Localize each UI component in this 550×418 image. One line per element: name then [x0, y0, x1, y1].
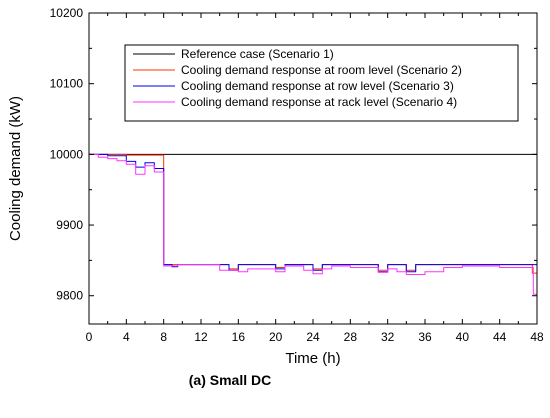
x-tick-label: 24	[306, 330, 320, 344]
axis-layer: 0 4 8 12 16 20 24 28 32 36 40 44 4898009900100001010…	[50, 6, 544, 344]
x-tick-label: 36	[418, 330, 432, 344]
x-tick-label: 4	[123, 330, 130, 344]
legend-box	[124, 44, 519, 122]
x-tick-label: 48	[530, 330, 544, 344]
y-tick-label: 10200	[50, 6, 84, 20]
x-tick-label: 32	[381, 330, 395, 344]
x-axis-title: Time (h)	[285, 350, 340, 367]
y-tick-label: 10100	[50, 77, 84, 91]
y-tick-label: 10000	[50, 147, 84, 161]
series-line-4	[89, 153, 537, 295]
legend-entry: Cooling demand response at row level (Sc…	[181, 79, 454, 93]
x-tick-label: 40	[456, 330, 470, 344]
legend: Reference case (Scenario 1) Cooling deman…	[124, 44, 519, 122]
x-tick-label: 44	[493, 330, 507, 344]
y-tick-label: 9900	[56, 218, 83, 232]
x-tick-label: 16	[232, 330, 246, 344]
x-tick-label: 28	[344, 330, 358, 344]
x-tick-label: 8	[160, 330, 167, 344]
series-layer	[89, 153, 538, 295]
y-tick-label: 9800	[56, 289, 83, 303]
x-tick-label: 0	[86, 330, 93, 344]
legend-entry: Reference case (Scenario 1)	[181, 47, 334, 61]
legend-entry: Cooling demand response at room level (S…	[181, 63, 462, 77]
y-axis-title: Cooling demand (kW)	[7, 96, 24, 241]
x-tick-label: 20	[269, 330, 283, 344]
x-tick-label: 12	[194, 330, 208, 344]
chart-caption: (a) Small DC	[189, 372, 271, 388]
legend-entry: Cooling demand response at rack level (S…	[181, 95, 457, 109]
